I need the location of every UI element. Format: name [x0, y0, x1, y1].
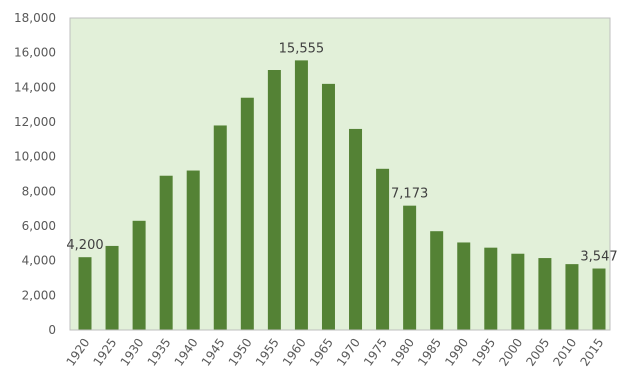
bar — [294, 60, 308, 330]
bar — [132, 220, 146, 330]
bar — [592, 268, 606, 330]
bar — [186, 170, 200, 330]
bar — [267, 70, 281, 330]
bar — [403, 205, 417, 330]
x-tick-label: 1930 — [118, 336, 147, 369]
y-tick-label: 14,000 — [14, 80, 56, 94]
x-tick-label: 1935 — [145, 336, 174, 369]
x-tick-label: 1920 — [63, 336, 92, 369]
x-tick-label: 1990 — [442, 336, 471, 369]
y-tick-label: 0 — [48, 323, 56, 337]
x-tick-label: 1955 — [253, 336, 282, 369]
x-tick-label: 1985 — [415, 336, 444, 369]
data-label: 15,555 — [279, 41, 325, 56]
y-tick-label: 6,000 — [22, 219, 56, 233]
data-label: 3,547 — [580, 250, 617, 265]
bar — [430, 231, 444, 330]
bar — [565, 264, 579, 330]
y-tick-label: 18,000 — [14, 11, 56, 25]
data-label: 4,200 — [66, 238, 103, 253]
x-tick-label: 1940 — [172, 336, 201, 369]
x-tick-label: 1950 — [226, 336, 255, 369]
y-tick-label: 12,000 — [14, 115, 56, 129]
bar — [159, 175, 173, 330]
bar-series — [78, 60, 606, 330]
y-tick-label: 10,000 — [14, 150, 56, 164]
data-label: 7,173 — [391, 187, 428, 202]
x-tick-label: 1980 — [388, 336, 417, 369]
bar — [321, 83, 335, 330]
bar — [511, 253, 525, 330]
x-tick-label: 2005 — [523, 336, 552, 369]
bar — [213, 125, 227, 330]
x-tick-label: 2000 — [496, 336, 525, 369]
x-axis: 1920192519301935194019451950195519601965… — [63, 336, 606, 369]
bar — [484, 247, 498, 330]
x-tick-label: 1925 — [91, 336, 120, 369]
y-tick-label: 4,000 — [22, 254, 56, 268]
x-tick-label: 1965 — [307, 336, 336, 369]
bar — [78, 257, 92, 330]
x-tick-label: 1970 — [334, 336, 363, 369]
y-tick-label: 2,000 — [22, 288, 56, 302]
bar — [240, 97, 254, 330]
bar — [349, 128, 363, 330]
y-tick-label: 8,000 — [22, 184, 56, 198]
bar — [105, 245, 119, 330]
x-tick-label: 1945 — [199, 336, 228, 369]
x-tick-label: 1960 — [280, 336, 309, 369]
data-labels: 4,200 15,555 7,173 3,547 — [66, 41, 617, 264]
x-tick-label: 1975 — [361, 336, 390, 369]
x-tick-label: 2015 — [577, 336, 606, 369]
bar — [376, 168, 390, 330]
x-tick-label: 2010 — [550, 336, 579, 369]
y-axis: 0 2,000 4,000 6,000 8,000 10,000 12,000 14,000 1… — [14, 11, 56, 337]
x-tick-label: 1995 — [469, 336, 498, 369]
bar — [457, 242, 471, 330]
plot-area — [69, 17, 611, 331]
bar — [538, 258, 552, 330]
y-tick-label: 16,000 — [14, 46, 56, 60]
